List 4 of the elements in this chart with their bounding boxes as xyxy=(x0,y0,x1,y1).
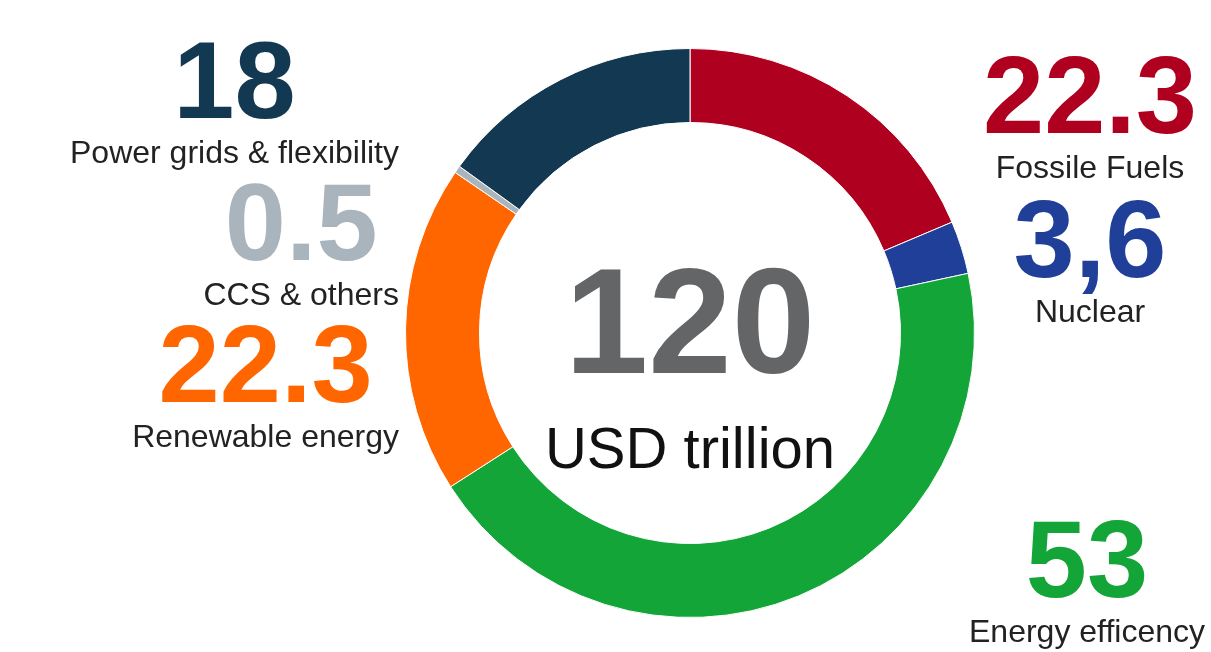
text: 120 xyxy=(564,237,816,405)
data-label: 18 xyxy=(173,17,296,141)
text: USD trillion xyxy=(544,415,836,480)
slice-label: Renewable energy xyxy=(132,417,399,454)
